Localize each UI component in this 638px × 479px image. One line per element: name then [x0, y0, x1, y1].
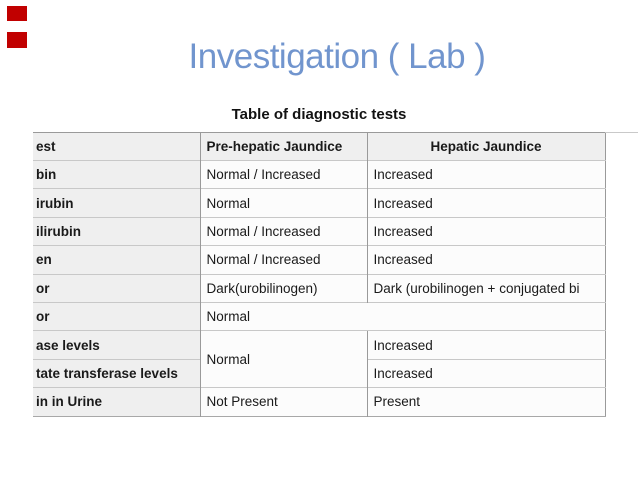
hepatic-cell: Increased [366, 216, 605, 246]
row-header-cell: en [33, 245, 200, 275]
table-row: irubin Normal Increased [33, 188, 605, 218]
table-row: ilirubin Normal / Increased Increased [33, 216, 605, 246]
table-top-hairline [605, 132, 638, 133]
table-row: en Normal / Increased Increased [33, 245, 605, 275]
pre-hepatic-cell: Normal / Increased [199, 159, 367, 189]
hepatic-cell: Increased [366, 188, 605, 218]
row-header-cell: tate transferase levels [33, 358, 200, 388]
table-row: tate transferase levels Increased [33, 358, 605, 388]
table-row: in in Urine Not Present Present [33, 387, 605, 417]
row-header-cell: or [33, 301, 200, 331]
merged-normal-cell: Normal [199, 301, 605, 331]
pre-hepatic-cell: Normal / Increased [199, 216, 367, 246]
row-header-cell: ase levels [33, 330, 200, 360]
hepatic-cell: Increased [366, 330, 605, 360]
row-header-cell: in in Urine [33, 387, 200, 417]
table-header-row: est Pre-hepatic Jaundice Hepatic Jaundic… [33, 132, 605, 161]
table-row: or Dark(urobilinogen) Dark (urobilinogen… [33, 273, 605, 303]
red-marker-top [7, 6, 27, 21]
header-hepatic: Hepatic Jaundice [366, 132, 605, 161]
slide-title: Investigation ( Lab ) [188, 37, 486, 76]
row-header-cell: ilirubin [33, 216, 200, 246]
pre-hepatic-cell: Normal / Increased [199, 245, 367, 275]
hepatic-cell: Increased [366, 358, 605, 388]
table-row: bin Normal / Increased Increased [33, 159, 605, 189]
pre-hepatic-cell: Normal [199, 188, 367, 218]
header-pre-hepatic: Pre-hepatic Jaundice [199, 132, 367, 161]
hepatic-cell: Increased [366, 245, 605, 275]
hepatic-cell: Present [366, 387, 605, 417]
red-marker-bottom [7, 32, 27, 48]
table-row: ase levels Normal Increased [33, 330, 605, 388]
table-caption: Table of diagnostic tests [231, 106, 407, 123]
table-row: or Normal [33, 301, 605, 331]
pre-hepatic-cell: Dark(urobilinogen) [199, 273, 367, 303]
row-header-cell: irubin [33, 188, 200, 218]
pre-hepatic-cell: Not Present [199, 387, 367, 417]
pre-hepatic-merged-cell: Normal [199, 330, 367, 388]
row-header-cell: or [33, 273, 200, 303]
diagnostic-table: est Pre-hepatic Jaundice Hepatic Jaundic… [33, 132, 606, 417]
hepatic-cell: Increased [366, 159, 605, 189]
hepatic-cell: Dark (urobilinogen + conjugated bi [366, 273, 605, 303]
header-test: est [33, 132, 200, 161]
row-header-cell: bin [33, 159, 200, 189]
